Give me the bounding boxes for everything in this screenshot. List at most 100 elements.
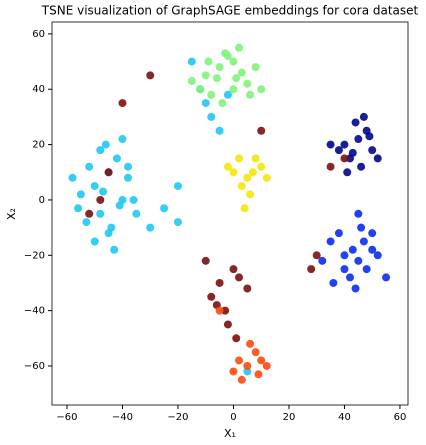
- point: [254, 370, 263, 379]
- point: [334, 146, 343, 155]
- x-tick-label: 0: [230, 412, 236, 423]
- point: [201, 71, 210, 80]
- point: [173, 218, 182, 227]
- plot-frame: [51, 21, 409, 406]
- point: [101, 140, 110, 149]
- point: [104, 229, 113, 238]
- point: [146, 223, 155, 232]
- point: [359, 112, 368, 121]
- point: [359, 237, 368, 246]
- x-tick-label: −20: [167, 412, 188, 423]
- x-tick-label: 20: [283, 412, 296, 423]
- point: [201, 256, 210, 265]
- x-tick-label: −60: [56, 412, 77, 423]
- point: [357, 162, 366, 171]
- point: [354, 209, 363, 218]
- point: [235, 356, 244, 365]
- point: [340, 154, 349, 163]
- point: [243, 173, 252, 182]
- point: [346, 273, 355, 282]
- point: [326, 162, 335, 171]
- point: [229, 57, 238, 66]
- point: [207, 112, 216, 121]
- point: [246, 190, 255, 199]
- point: [237, 375, 246, 384]
- point: [232, 334, 241, 343]
- point: [90, 237, 99, 246]
- point: [368, 245, 377, 254]
- point: [357, 223, 366, 232]
- point: [115, 201, 124, 210]
- point: [221, 306, 230, 315]
- point: [368, 229, 377, 238]
- point: [351, 284, 360, 293]
- point: [187, 76, 196, 85]
- point: [223, 90, 232, 99]
- point: [235, 273, 244, 282]
- point: [340, 265, 349, 274]
- point: [204, 57, 213, 66]
- point: [207, 90, 216, 99]
- point: [85, 209, 94, 218]
- point: [207, 292, 216, 301]
- point: [243, 361, 252, 370]
- point: [368, 146, 377, 155]
- point: [243, 367, 252, 376]
- point: [312, 251, 321, 260]
- point: [373, 251, 382, 260]
- y-tick-label: −60: [24, 361, 45, 372]
- point: [237, 68, 246, 77]
- point: [118, 135, 127, 144]
- point: [223, 162, 232, 171]
- point: [90, 182, 99, 191]
- point: [318, 256, 327, 265]
- point: [334, 229, 343, 238]
- point: [307, 265, 316, 274]
- x-tick-label: −40: [112, 412, 133, 423]
- point: [223, 320, 232, 329]
- point: [237, 182, 246, 191]
- point: [262, 361, 271, 370]
- point: [146, 71, 155, 80]
- point: [85, 162, 94, 171]
- point: [221, 49, 230, 58]
- x-axis-label: X₁: [224, 427, 236, 440]
- point: [340, 251, 349, 260]
- point: [74, 204, 83, 213]
- point: [173, 182, 182, 191]
- point: [129, 195, 138, 204]
- point: [124, 173, 133, 182]
- point: [160, 204, 169, 213]
- point: [104, 168, 113, 177]
- point: [362, 265, 371, 274]
- point: [215, 126, 224, 135]
- point: [348, 148, 357, 157]
- point: [229, 265, 238, 274]
- point: [354, 256, 363, 265]
- point: [251, 63, 260, 72]
- point: [251, 348, 260, 357]
- point: [326, 140, 335, 149]
- point: [196, 85, 205, 94]
- point: [262, 173, 271, 182]
- point: [118, 99, 127, 108]
- point: [68, 173, 77, 182]
- point: [340, 140, 349, 149]
- point: [218, 99, 227, 108]
- point: [257, 162, 266, 171]
- point: [215, 278, 224, 287]
- point: [99, 187, 108, 196]
- y-axis-label: X₂: [5, 208, 18, 220]
- point: [96, 209, 105, 218]
- point: [229, 85, 238, 94]
- y-tick-label: −40: [24, 306, 45, 317]
- point: [235, 43, 244, 52]
- point: [257, 126, 266, 135]
- point: [354, 135, 363, 144]
- point: [348, 245, 357, 254]
- point: [187, 57, 196, 66]
- point: [132, 209, 141, 218]
- point: [243, 79, 252, 88]
- point: [229, 367, 238, 376]
